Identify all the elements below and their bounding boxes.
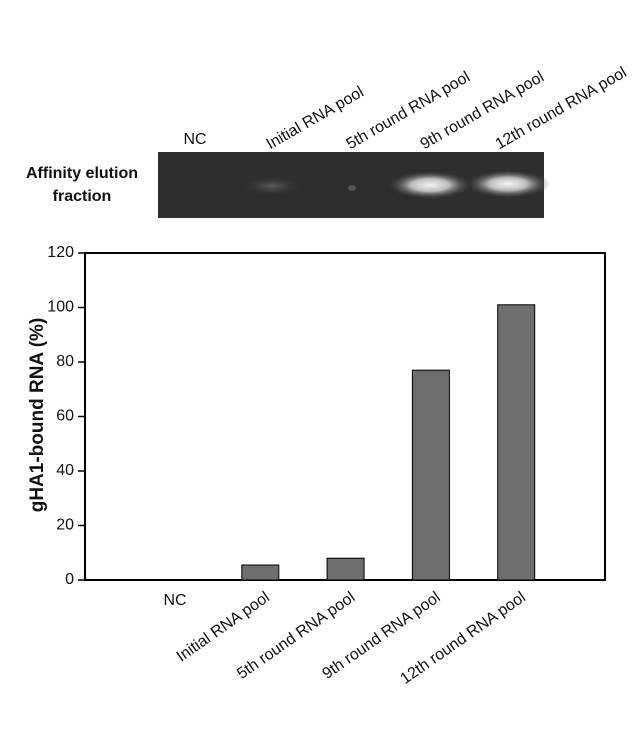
gel-band <box>466 170 550 198</box>
y-tick-label: 0 <box>65 571 74 588</box>
bar <box>327 558 364 580</box>
bar <box>498 305 535 580</box>
gel-lane-label: 12th round RNA pool <box>493 64 630 153</box>
gel-label: Affinity elution <box>26 165 138 182</box>
y-tick-label: 20 <box>56 517 74 534</box>
y-tick-label: 80 <box>56 353 74 370</box>
gel-band <box>240 176 304 196</box>
gel-band <box>348 185 356 191</box>
y-tick-label: 60 <box>56 408 74 425</box>
y-axis-label: gHA1-bound RNA (%) <box>27 318 48 513</box>
gel-band <box>388 171 472 199</box>
gel-lane-label: 9th round RNA pool <box>418 69 547 154</box>
x-tick-label: NC <box>163 592 186 609</box>
gel-lane-label: 5th round RNA pool <box>344 69 473 154</box>
figure: Affinity elution fraction gHA1-bound RNA… <box>0 0 640 733</box>
y-tick-label: 120 <box>47 244 74 261</box>
y-tick-label: 100 <box>47 299 74 316</box>
gel-label: fraction <box>53 188 112 205</box>
gel-lane-label: NC <box>183 131 206 148</box>
y-tick-label: 40 <box>56 462 74 479</box>
bar <box>242 565 279 580</box>
bar <box>412 370 449 580</box>
